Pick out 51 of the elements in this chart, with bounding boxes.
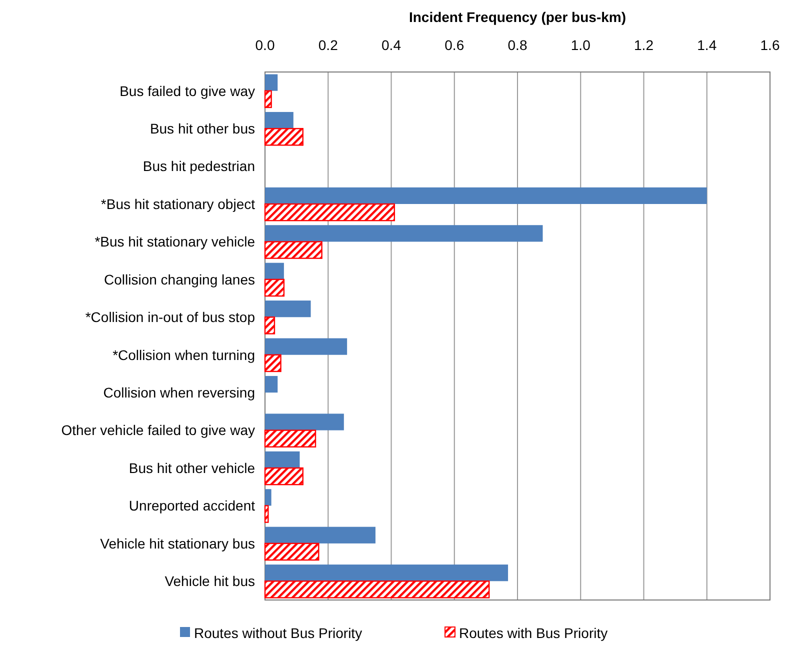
y-tick-label: Bus hit pedestrian xyxy=(142,158,255,174)
y-tick-label: Bus hit other vehicle xyxy=(128,460,256,476)
bar xyxy=(264,430,316,448)
y-tick-label: Bus failed to give way xyxy=(120,82,255,99)
bar xyxy=(264,128,304,146)
bar xyxy=(265,300,311,318)
y-tick-label: Bus hit other bus xyxy=(150,120,255,136)
x-tick-label: 1.4 xyxy=(697,37,717,53)
y-tick-label: Collision changing lanes xyxy=(104,271,255,288)
bar xyxy=(264,278,285,297)
x-tick-label: 1.0 xyxy=(570,37,591,53)
legend-label: Routes without Bus Priority xyxy=(194,625,362,641)
y-tick-label: *Bus hit stationary object xyxy=(100,196,256,212)
bar xyxy=(264,354,282,372)
x-tick-label: 0.4 xyxy=(382,37,402,53)
bar xyxy=(264,467,304,486)
bar xyxy=(265,564,508,582)
legend-label: Routes with Bus Priority xyxy=(459,625,608,641)
x-tick-label: 1.6 xyxy=(760,37,780,53)
y-tick-label: Vehicle hit stationary bus xyxy=(100,535,255,552)
bar xyxy=(264,505,269,523)
bar xyxy=(265,74,278,91)
x-tick-label: 0.0 xyxy=(255,37,275,53)
bar xyxy=(265,225,543,242)
y-tick-label: Vehicle hit bus xyxy=(164,573,255,590)
bar xyxy=(265,187,707,204)
y-tick-label: *Collision when turning xyxy=(112,346,255,363)
y-tick-label: *Collision in-out of bus stop xyxy=(85,309,256,326)
bar xyxy=(265,414,344,430)
bar xyxy=(265,262,284,280)
y-tick-label: *Bus hit stationary vehicle xyxy=(94,234,256,250)
bar xyxy=(265,338,348,355)
bar xyxy=(265,526,376,544)
y-tick-label: Unreported accident xyxy=(128,498,256,514)
bar xyxy=(265,376,278,393)
x-tick-label: 1.2 xyxy=(634,37,654,53)
bar xyxy=(264,580,490,598)
x-tick-label: 0.2 xyxy=(318,37,338,53)
x-tick-label: 0.8 xyxy=(508,37,528,53)
bar xyxy=(265,112,294,129)
bar xyxy=(264,90,272,108)
bar xyxy=(264,316,276,334)
bar xyxy=(264,542,320,561)
bar xyxy=(264,241,322,259)
x-tick-label: 0.6 xyxy=(444,37,464,53)
bar xyxy=(264,203,396,222)
y-tick-label: Other vehicle failed to give way xyxy=(61,422,255,438)
bar xyxy=(265,451,300,468)
bar xyxy=(265,489,272,506)
y-tick-label: Collision when reversing xyxy=(103,384,255,400)
x-axis-title: Incident Frequency (per bus-km) xyxy=(408,9,626,25)
